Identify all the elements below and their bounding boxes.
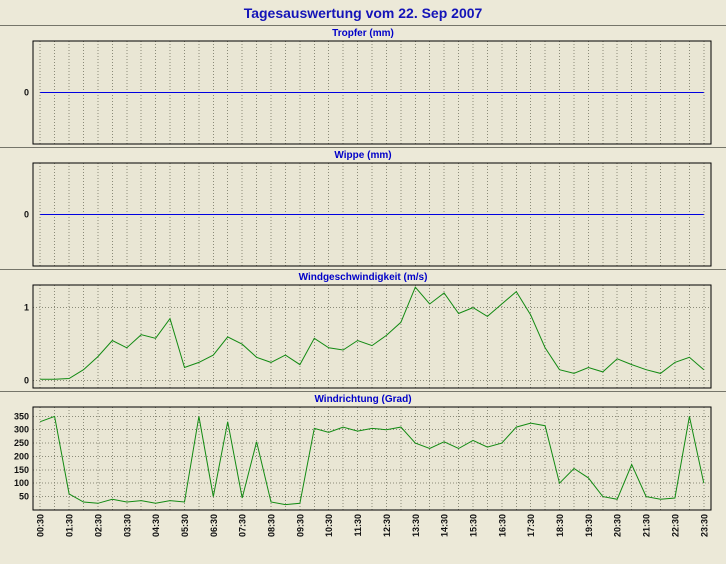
svg-text:200: 200 [14,451,29,461]
svg-text:16:30: 16:30 [497,514,507,537]
svg-text:08:30: 08:30 [267,514,277,537]
svg-text:14:30: 14:30 [440,514,450,537]
svg-text:04:30: 04:30 [151,514,161,537]
svg-text:21:30: 21:30 [642,514,652,537]
svg-text:07:30: 07:30 [238,514,248,537]
svg-text:03:30: 03:30 [122,514,132,537]
chart-title-windgeschwindigkeit: Windgeschwindigkeit (m/s) [298,272,428,283]
svg-text:1: 1 [24,303,29,313]
chart-title-tropfer: Tropfer (mm) [332,28,394,39]
svg-text:11:30: 11:30 [353,514,363,537]
svg-text:22:30: 22:30 [670,514,680,537]
chart-panel-tropfer: Tropfer (mm) 0 [0,25,726,147]
svg-text:0: 0 [24,210,29,220]
chart-title-windrichtung: Windrichtung (Grad) [314,394,412,405]
svg-text:150: 150 [14,465,29,475]
svg-text:17:30: 17:30 [526,514,536,537]
svg-text:10:30: 10:30 [324,514,334,537]
svg-text:02:30: 02:30 [93,514,103,537]
svg-text:00:30: 00:30 [36,514,46,537]
svg-text:13:30: 13:30 [411,514,421,537]
svg-text:06:30: 06:30 [209,514,219,537]
svg-text:50: 50 [19,492,29,502]
chart-panel-wippe: Wippe (mm) 0 [0,147,726,269]
svg-text:05:30: 05:30 [180,514,190,537]
chart-title-wippe: Wippe (mm) [334,150,392,161]
svg-text:100: 100 [14,478,29,488]
windgeschwindigkeit-chart: 01 [24,284,712,389]
svg-text:09:30: 09:30 [295,514,305,537]
svg-text:0: 0 [24,376,29,386]
svg-text:23:30: 23:30 [699,514,709,537]
chart-panel-windrichtung: Windrichtung (Grad) 50 100 150 200 250 300 350… [0,391,726,557]
svg-text:18:30: 18:30 [555,514,565,537]
svg-text:12:30: 12:30 [382,514,392,537]
page-title: Tagesauswertung vom 22. Sep 2007 [243,5,483,21]
tropfer-chart: 0 [24,40,712,145]
windrichtung-chart: 50 100 150 200 250 300 350 00:30 01:30 02:30 03:30… [14,406,712,537]
svg-text:300: 300 [14,425,29,435]
svg-text:350: 350 [14,411,29,421]
svg-text:01:30: 01:30 [65,514,75,537]
svg-text:250: 250 [14,438,29,448]
wippe-chart: 0 [24,162,712,267]
svg-text:0: 0 [24,88,29,98]
svg-text:19:30: 19:30 [584,514,594,537]
svg-text:15:30: 15:30 [468,514,478,537]
svg-text:20:30: 20:30 [613,514,623,537]
